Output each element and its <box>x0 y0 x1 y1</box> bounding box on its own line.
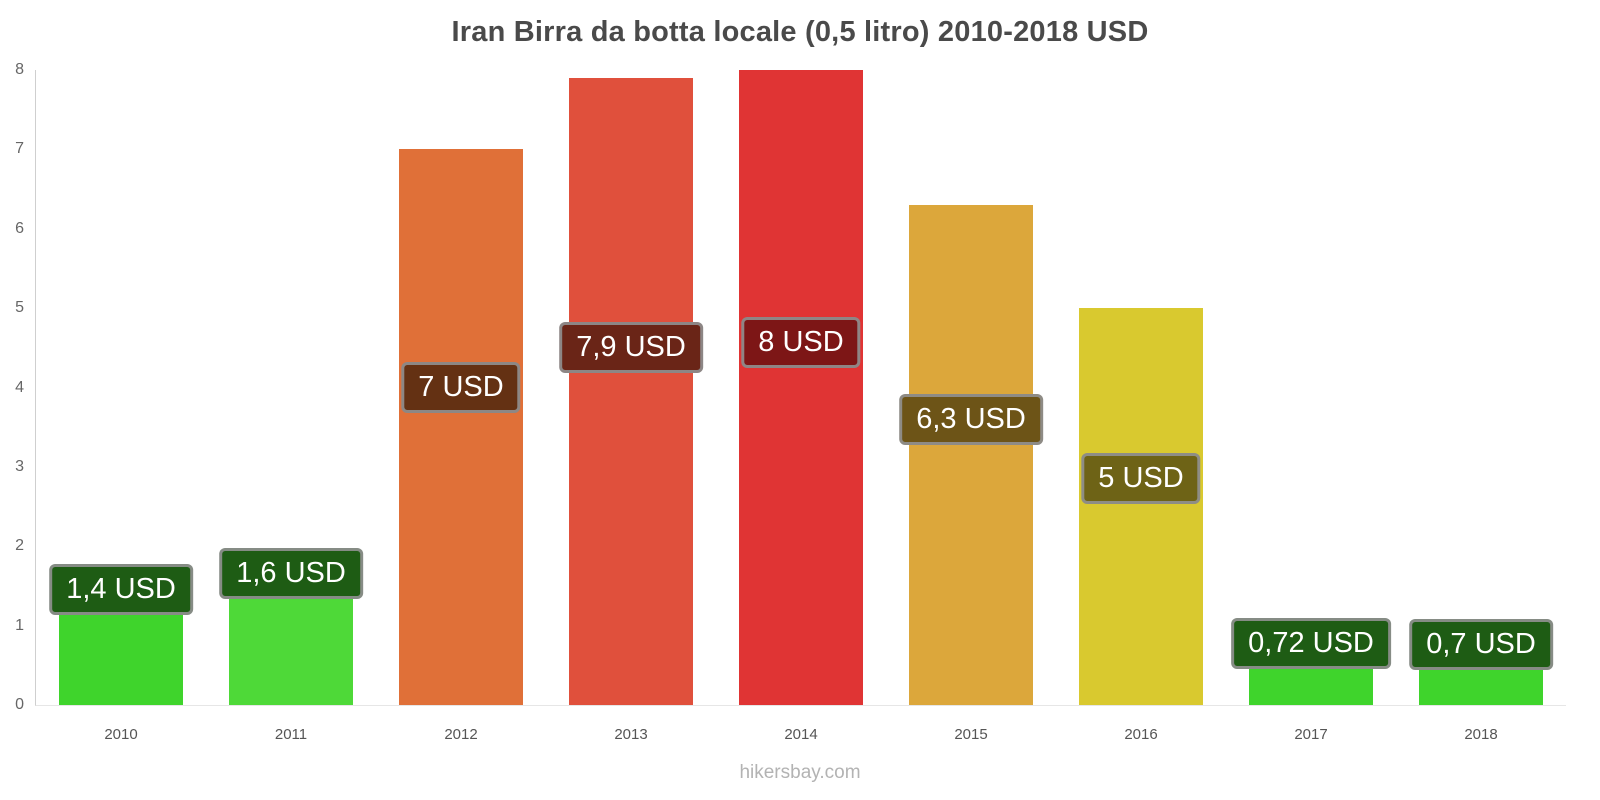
bar-slot-2012: 7 USD 2012 <box>376 70 546 743</box>
bar-2017: 0,72 USD <box>1231 617 1391 705</box>
chart-title: Iran Birra da botta locale (0,5 litro) 2… <box>451 16 1149 48</box>
x-axis-label-2010: 2010 <box>104 726 138 743</box>
bar-slot-2013: 7,9 USD 2013 <box>546 70 716 743</box>
bar-value-label-2015: 6,3 USD <box>899 393 1043 445</box>
bar-2012: 7 USD <box>399 149 523 705</box>
y-axis-tick-3: 3 <box>15 457 24 475</box>
bar-value-label-2018: 0,7 USD <box>1409 619 1553 671</box>
bar-2016: 5 USD <box>1079 308 1203 705</box>
bar-slot-2010: 1,4 USD 2010 <box>36 70 206 743</box>
x-axis-label-2016: 2016 <box>1124 726 1158 743</box>
plot-area: 1,4 USD 2010 1,6 USD 2011 7 USD 2012 7,9 USD 20… <box>35 70 1566 743</box>
bar-slot-2017: 0,72 USD 2017 <box>1226 70 1396 743</box>
y-axis-tick-2: 2 <box>15 537 24 555</box>
x-axis-label-2012: 2012 <box>444 726 478 743</box>
bar-value-label-2013: 7,9 USD <box>559 321 703 373</box>
x-axis-label-2014: 2014 <box>784 726 818 743</box>
bar-2018: 0,7 USD <box>1409 619 1553 705</box>
bar-slot-2018: 0,7 USD 2018 <box>1396 70 1566 743</box>
bar-slot-2014: 8 USD 2014 <box>716 70 886 743</box>
bar-slot-2011: 1,6 USD 2011 <box>206 70 376 743</box>
bar-2011: 1,6 USD <box>219 548 363 705</box>
y-axis-tick-6: 6 <box>15 219 24 237</box>
bar-2014: 8 USD <box>739 70 863 705</box>
y-axis-tick-4: 4 <box>15 378 24 396</box>
y-axis-tick-7: 7 <box>15 140 24 158</box>
y-axis-tick-1: 1 <box>15 616 24 634</box>
bar-value-label-2010: 1,4 USD <box>49 563 193 615</box>
watermark-hikersbay: hikersbay.com <box>739 762 861 783</box>
x-axis-label-2017: 2017 <box>1294 726 1328 743</box>
x-axis-label-2013: 2013 <box>614 726 648 743</box>
bar-2015: 6,3 USD <box>899 204 1043 705</box>
bar-value-label-2012: 7 USD <box>401 362 521 414</box>
bar-slot-2016: 5 USD 2016 <box>1056 70 1226 743</box>
bar-value-label-2016: 5 USD <box>1081 452 1201 504</box>
y-axis-tick-0: 0 <box>15 696 24 713</box>
bar-2010: 1,4 USD <box>49 563 193 705</box>
x-axis-label-2015: 2015 <box>954 726 988 743</box>
bar-value-label-2017: 0,72 USD <box>1231 617 1391 669</box>
bar-slot-2015: 6,3 USD 2015 <box>886 70 1056 743</box>
bar-value-label-2014: 8 USD <box>741 317 861 369</box>
bar-value-label-2011: 1,6 USD <box>219 548 363 599</box>
y-axis: 8 7 6 5 4 3 2 1 0 <box>0 61 30 713</box>
x-axis-label-2011: 2011 <box>274 726 308 743</box>
y-axis-tick-5: 5 <box>15 299 24 317</box>
bar-2013: 7,9 USD <box>559 77 703 705</box>
y-axis-tick-8: 8 <box>15 61 24 78</box>
x-axis-label-2018: 2018 <box>1464 726 1498 743</box>
